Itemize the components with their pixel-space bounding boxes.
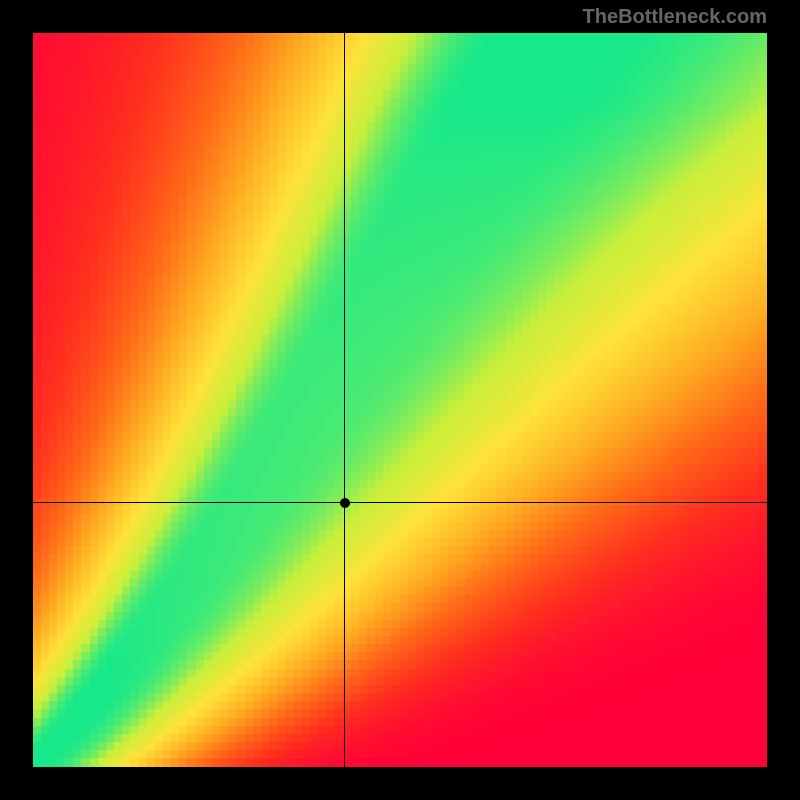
watermark-text: TheBottleneck.com	[583, 6, 767, 29]
crosshair-horizontal	[33, 502, 767, 503]
heatmap-canvas	[33, 33, 767, 767]
data-point-marker	[340, 498, 350, 508]
crosshair-vertical	[344, 33, 345, 767]
chart-container: TheBottleneck.com	[0, 0, 800, 800]
